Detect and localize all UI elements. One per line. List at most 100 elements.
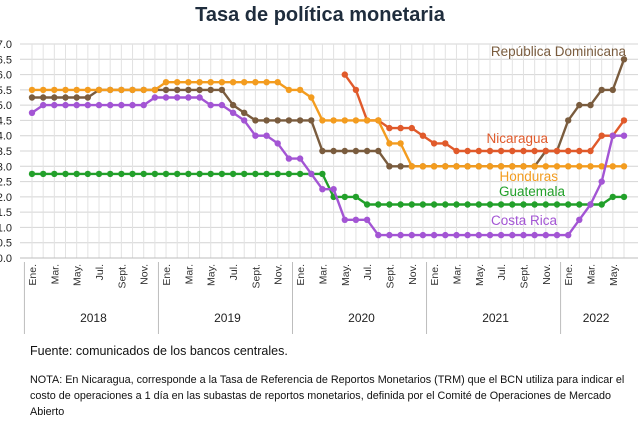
data-point-republica-dominicana [375,147,382,155]
data-point-costa-rica [620,132,628,139]
data-point-honduras [509,163,516,170]
x-tick-label: Mar. [586,264,598,284]
data-point-guatemala [464,201,471,208]
x-tick-label: Jul. [228,264,240,280]
data-point-guatemala [509,201,516,208]
note-text: NOTA: En Nicaragua, corresponde a la Tas… [30,374,625,418]
y-tick-label: 3.5 [0,146,12,158]
data-point-honduras [430,163,438,170]
y-tick-label: 5.0 [0,100,12,112]
data-point-honduras [598,163,605,170]
data-point-guatemala [565,201,572,208]
data-point-costa-rica [363,216,371,223]
data-point-honduras [28,86,36,94]
data-point-costa-rica [107,101,114,109]
y-tick-label: 5.5 [0,85,12,97]
data-point-guatemala [95,170,103,178]
data-point-guatemala [40,170,47,178]
data-point-costa-rica [285,155,293,162]
data-point-honduras [397,140,404,147]
data-point-costa-rica [408,231,415,239]
x-tick-label: May. [206,264,218,286]
year-label: 2022 [583,311,610,325]
data-point-republica-dominicana [162,86,170,94]
data-point-republica-dominicana [620,56,628,63]
data-point-guatemala [196,170,203,178]
data-point-nicaragua [509,147,516,155]
x-tick-label: May. [474,264,486,286]
data-point-guatemala [140,170,147,178]
data-point-honduras [95,86,103,94]
year-axis: 2018 2019 2020 2021 2022 [23,262,610,334]
data-point-republica-dominicana [84,94,92,101]
data-point-costa-rica [397,231,404,239]
data-point-republica-dominicana [609,86,616,94]
data-point-republica-dominicana [28,94,36,101]
x-tick-label: Ene. [295,264,307,286]
data-point-honduras [531,163,538,170]
data-point-costa-rica [207,101,214,109]
data-point-honduras [620,163,628,170]
data-point-costa-rica [598,178,605,185]
data-point-costa-rica [95,101,103,109]
data-point-nicaragua [419,132,427,139]
x-axis-ticks: Ene. Mar. May. Jul. Sept. Nov. Ene. Mar. May. Jul… [27,264,620,289]
x-tick-label: Jul. [362,264,374,280]
x-tick-label: Sept. [518,264,530,289]
data-point-republica-dominicana [185,86,192,94]
data-point-nicaragua [598,132,605,139]
data-point-honduras [241,79,248,86]
data-point-republica-dominicana [587,101,594,109]
data-point-costa-rica [352,216,360,223]
data-point-republica-dominicana [330,147,337,155]
data-point-costa-rica [218,101,226,109]
data-point-republica-dominicana [341,147,348,155]
data-point-costa-rica [51,101,58,109]
data-point-honduras [252,79,259,86]
data-point-costa-rica [140,101,147,109]
y-tick-label: 0.5 [0,238,12,250]
data-point-republica-dominicana [73,94,80,101]
data-point-guatemala [174,170,181,178]
y-tick-label: 2.0 [0,192,12,204]
x-tick-label: Ene. [161,264,173,286]
data-point-republica-dominicana [308,117,315,124]
data-point-guatemala [497,201,505,208]
data-point-costa-rica [576,216,583,223]
data-point-honduras [553,163,561,170]
data-point-honduras [497,163,505,170]
data-point-guatemala [62,170,69,178]
data-point-guatemala [598,201,605,208]
data-point-republica-dominicana [51,94,58,101]
data-point-republica-dominicana [274,117,281,124]
data-point-costa-rica [442,231,449,239]
source-text: Fuente: comunicados de los bancos centra… [30,344,288,358]
data-point-guatemala [28,170,36,178]
data-point-costa-rica [129,101,136,109]
data-point-nicaragua [531,147,538,155]
data-point-guatemala [252,170,259,178]
y-tick-label: 7.0 [0,39,12,51]
data-point-honduras [363,117,371,124]
data-point-guatemala [375,201,382,208]
data-point-honduras [274,79,281,86]
data-point-nicaragua [341,71,348,78]
data-point-guatemala [51,170,58,178]
year-label: 2021 [482,311,509,325]
data-point-honduras [419,163,427,170]
data-point-republica-dominicana [565,117,572,124]
series-lines [28,56,628,239]
x-tick-label: Jul. [94,264,106,280]
data-point-honduras [51,86,58,94]
data-point-guatemala [296,170,304,178]
data-point-honduras [352,117,360,124]
data-point-costa-rica [453,231,460,239]
data-point-honduras [565,163,572,170]
data-point-republica-dominicana [218,86,226,94]
data-point-guatemala [207,170,214,178]
data-point-costa-rica [497,231,505,239]
data-point-honduras [107,86,114,94]
data-point-guatemala [542,201,549,208]
data-point-costa-rica [609,132,616,139]
data-point-honduras [84,86,92,94]
